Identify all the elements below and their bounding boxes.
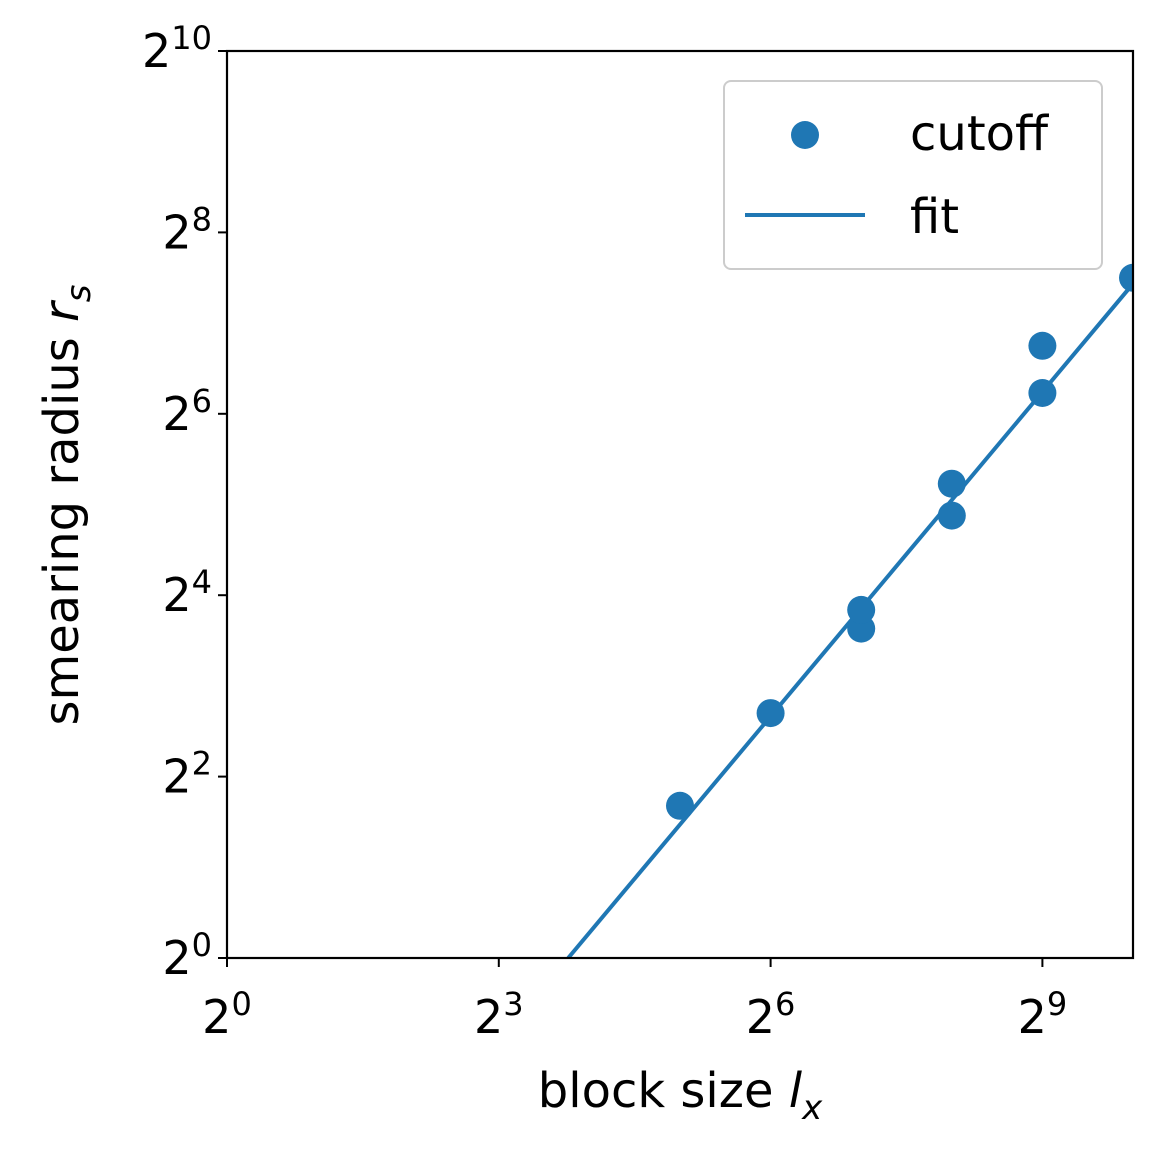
y-tick-label: 24 — [162, 563, 212, 622]
y-axis-label: smearing radius rs — [34, 284, 99, 725]
cutoff-point — [937, 469, 966, 498]
legend-box — [723, 80, 1103, 270]
plot-frame — [225, 49, 1135, 960]
x-tick-label: 23 — [474, 985, 524, 1044]
y-tick-label: 22 — [162, 745, 212, 804]
cutoff-point — [1119, 263, 1133, 292]
x-tick-label: 20 — [202, 985, 252, 1044]
legend: cutoff fit — [723, 80, 1103, 270]
cutoff-point — [1028, 379, 1057, 407]
x-tick-label: 29 — [1018, 985, 1068, 1044]
legend-fit-label: fit — [910, 189, 959, 245]
x-axis-label: block size lx — [538, 1063, 823, 1128]
y-tick-label: 210 — [142, 19, 212, 78]
y-tick-label: 20 — [162, 926, 212, 985]
x-axis-ticks: 20 23 26 29 — [202, 958, 1067, 1044]
legend-cutoff-marker — [791, 121, 819, 149]
legend-cutoff-label: cutoff — [910, 106, 1049, 162]
x-tick-label: 26 — [746, 985, 796, 1044]
y-axis-ticks: 20 22 24 26 28 210 — [142, 19, 227, 985]
cutoff-point — [937, 501, 966, 530]
cutoff-point — [847, 595, 876, 624]
y-tick-label: 28 — [162, 200, 212, 259]
cutoff-point — [756, 699, 785, 728]
cutoff-point — [1028, 331, 1057, 360]
y-tick-label: 26 — [162, 382, 212, 441]
cutoff-point — [666, 791, 694, 820]
series-layer — [566, 263, 1133, 958]
